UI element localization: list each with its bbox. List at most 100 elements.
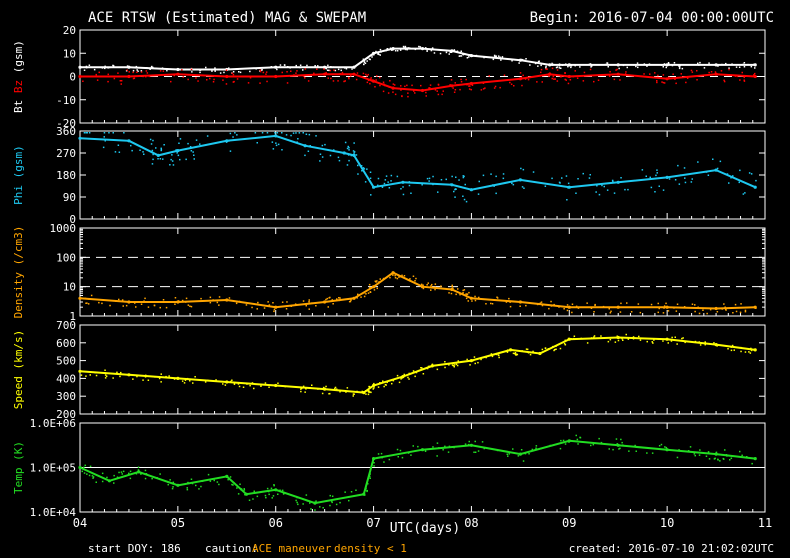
data-point-density xyxy=(702,309,704,311)
data-point-bt xyxy=(728,67,730,69)
data-point-speed xyxy=(382,380,384,382)
data-point-speed xyxy=(414,375,416,378)
data-point-bt xyxy=(754,67,756,69)
data-point-phi xyxy=(750,173,753,175)
data-point-temp xyxy=(664,446,666,448)
data-point-temp xyxy=(313,501,317,505)
data-point-density xyxy=(593,311,595,313)
data-point-density xyxy=(571,311,573,314)
data-point-temp xyxy=(634,444,636,447)
data-point-bt xyxy=(460,50,462,52)
data-point-density xyxy=(509,301,511,303)
data-point-phi xyxy=(486,185,489,188)
data-point-temp xyxy=(707,451,710,453)
data-point-phi xyxy=(465,200,468,203)
data-point-density xyxy=(216,301,219,304)
series-line-temp xyxy=(79,439,756,505)
data-point-speed xyxy=(116,371,118,374)
data-point-speed xyxy=(652,342,654,344)
chart-title: ACE RTSW (Estimated) MAG & SWEPAM xyxy=(88,10,366,26)
data-point-temp xyxy=(628,450,630,452)
data-point-temp xyxy=(244,493,246,496)
data-point-temp xyxy=(678,449,680,451)
data-point-temp xyxy=(132,473,134,475)
data-point-phi xyxy=(606,189,609,191)
data-point-bz xyxy=(471,84,474,86)
data-point-bz xyxy=(391,86,395,90)
data-point-phi xyxy=(385,175,388,177)
data-point-bz xyxy=(145,75,147,78)
data-point-temp xyxy=(373,465,375,467)
data-point-bt xyxy=(261,69,263,71)
data-point-bz xyxy=(460,81,463,83)
data-point-temp xyxy=(420,448,425,452)
data-point-phi xyxy=(748,172,751,174)
data-point-bz xyxy=(468,85,470,87)
data-point-density xyxy=(153,304,156,307)
data-point-temp xyxy=(517,455,520,457)
data-point-bz xyxy=(414,92,416,94)
data-point-phi xyxy=(387,181,389,183)
data-point-density xyxy=(367,292,370,294)
data-point-bz xyxy=(379,84,381,87)
data-point-temp xyxy=(535,445,538,447)
data-point-speed xyxy=(593,335,596,337)
data-point-temp xyxy=(172,481,175,484)
x-tick-label: 04 xyxy=(73,516,87,530)
data-point-bt xyxy=(426,50,428,52)
data-point-temp xyxy=(694,454,696,457)
y-tick-label-phi: 360 xyxy=(56,125,76,138)
data-point-phi xyxy=(102,146,105,149)
data-point-bz xyxy=(665,77,669,81)
data-point-temp xyxy=(151,477,153,480)
x-tick-label: 10 xyxy=(660,516,674,530)
data-point-phi xyxy=(575,192,577,194)
data-point-temp xyxy=(129,470,132,473)
data-point-speed xyxy=(237,383,240,385)
data-point-phi xyxy=(350,154,353,157)
data-point-speed xyxy=(120,371,122,374)
data-point-speed xyxy=(401,375,405,379)
data-point-temp xyxy=(509,451,512,454)
data-point-density xyxy=(331,299,333,301)
data-point-phi xyxy=(645,175,647,177)
data-point-temp xyxy=(296,501,298,504)
data-point-temp xyxy=(329,504,331,507)
data-point-speed xyxy=(516,353,519,356)
data-point-phi xyxy=(408,184,411,187)
data-point-bt xyxy=(306,64,308,67)
data-point-temp xyxy=(236,484,238,487)
data-point-density xyxy=(541,304,544,307)
data-point-phi xyxy=(532,171,535,173)
data-point-bz xyxy=(366,75,368,77)
data-point-bt xyxy=(589,63,592,65)
data-point-bt xyxy=(101,67,104,69)
data-point-temp xyxy=(135,473,138,475)
data-point-bt xyxy=(646,65,648,67)
data-point-phi xyxy=(502,177,505,180)
data-point-phi xyxy=(674,179,677,181)
data-point-phi xyxy=(298,132,301,134)
data-point-speed xyxy=(183,382,186,384)
data-point-phi xyxy=(428,177,431,180)
data-point-temp xyxy=(620,438,622,441)
data-point-phi xyxy=(362,167,365,169)
data-point-phi xyxy=(641,169,644,171)
data-point-density xyxy=(721,308,723,310)
data-point-phi xyxy=(377,177,380,180)
data-point-bt xyxy=(648,63,651,65)
data-point-density xyxy=(382,277,385,280)
data-point-speed xyxy=(564,339,566,342)
data-point-bz xyxy=(551,77,553,80)
data-point-speed xyxy=(750,349,753,352)
data-point-density xyxy=(329,296,331,299)
data-point-speed xyxy=(469,364,471,366)
data-point-bz xyxy=(420,88,425,93)
data-point-phi xyxy=(566,199,568,201)
data-point-phi xyxy=(668,178,671,180)
data-point-density xyxy=(308,301,310,303)
data-point-speed xyxy=(622,339,624,341)
data-point-phi xyxy=(658,185,660,187)
data-point-phi xyxy=(455,176,457,178)
data-point-phi xyxy=(712,158,714,160)
